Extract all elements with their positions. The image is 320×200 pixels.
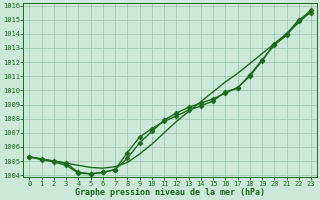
X-axis label: Graphe pression niveau de la mer (hPa): Graphe pression niveau de la mer (hPa)	[75, 188, 265, 197]
